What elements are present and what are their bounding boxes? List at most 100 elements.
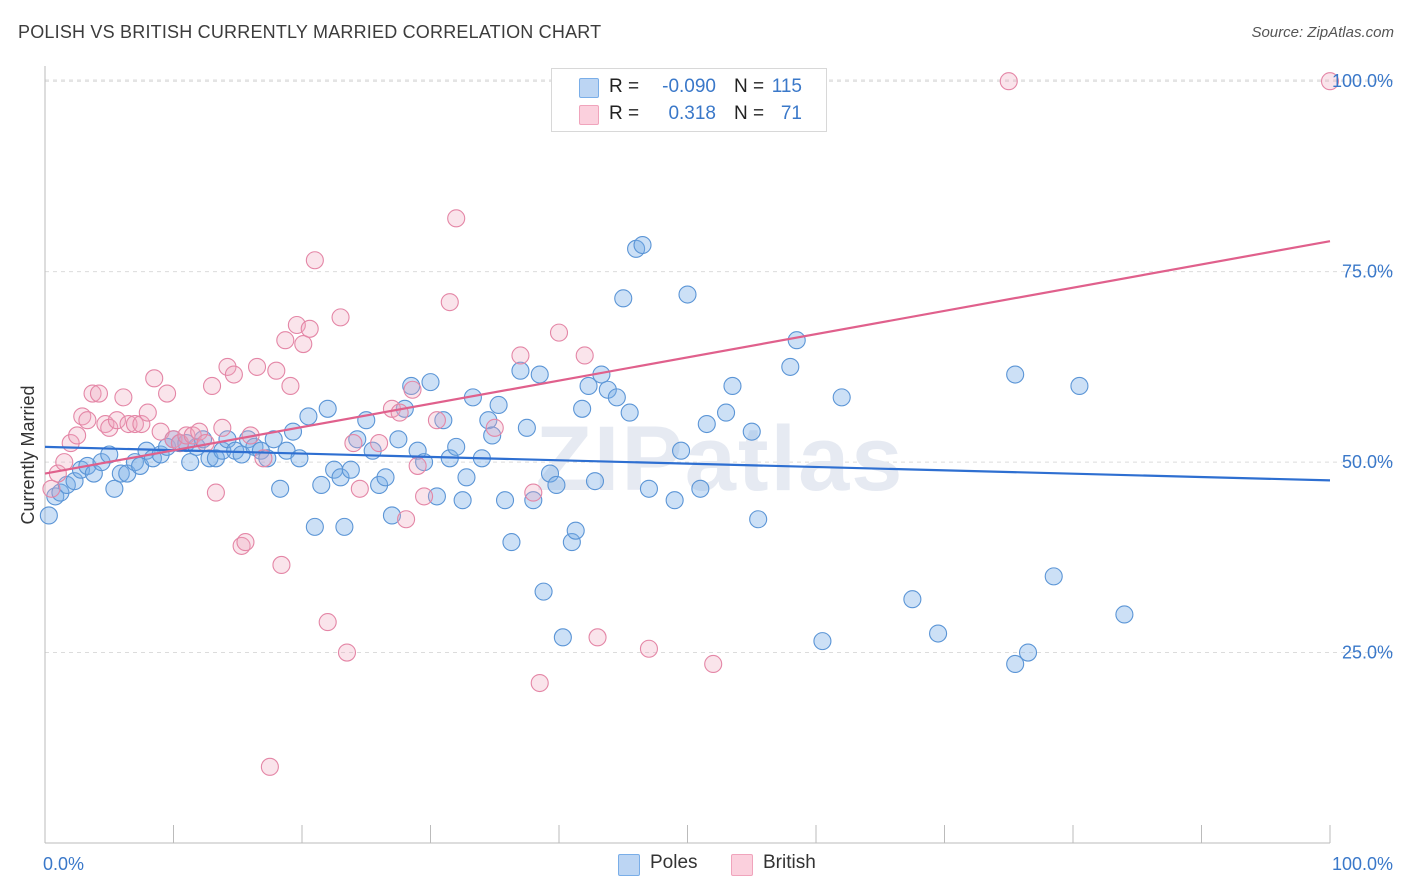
poles-point bbox=[585, 472, 605, 491]
poles-point bbox=[331, 468, 350, 487]
poles-point bbox=[1006, 365, 1025, 384]
british-point bbox=[350, 479, 369, 498]
british-point bbox=[267, 361, 286, 380]
british-point bbox=[639, 639, 659, 658]
poles-point bbox=[479, 411, 498, 430]
legend-row-british: R = 0.318 N = 71 bbox=[552, 102, 826, 126]
poles-point bbox=[105, 479, 124, 498]
british-point bbox=[305, 251, 324, 270]
british-point bbox=[218, 357, 237, 376]
poles-point bbox=[749, 510, 768, 529]
source-attribution: Source: ZipAtlas.com bbox=[1251, 24, 1394, 41]
poles-point bbox=[832, 388, 851, 407]
british-point bbox=[1320, 72, 1340, 91]
british-trend-line bbox=[44, 240, 1331, 475]
poles-point bbox=[511, 361, 530, 380]
poles-point bbox=[620, 403, 639, 422]
legend-row-poles: R = -0.090 N = 115 bbox=[552, 75, 826, 99]
poles-point bbox=[447, 437, 466, 456]
british-point bbox=[427, 411, 446, 430]
poles-point bbox=[614, 289, 633, 308]
poles-point bbox=[607, 388, 626, 407]
y-tick-label: 100.0% bbox=[1332, 71, 1393, 91]
british-point bbox=[254, 449, 273, 468]
british-point bbox=[224, 365, 243, 384]
poles-point bbox=[534, 582, 553, 601]
poles-point bbox=[1018, 643, 1038, 662]
british-point bbox=[236, 533, 255, 552]
poles-point bbox=[111, 464, 130, 483]
n-value: 71 bbox=[780, 103, 802, 124]
poles-point bbox=[639, 479, 659, 498]
poles-point bbox=[258, 449, 277, 468]
british-point bbox=[344, 434, 363, 453]
poles-point bbox=[929, 624, 948, 643]
poles-point bbox=[421, 373, 440, 392]
poles-point bbox=[1070, 376, 1089, 395]
axes bbox=[44, 66, 1331, 844]
british-point bbox=[294, 334, 313, 354]
poles-point bbox=[665, 491, 684, 510]
british-point bbox=[588, 628, 607, 647]
british-point bbox=[78, 411, 97, 430]
y-tick-label: 75.0% bbox=[1342, 262, 1393, 282]
british-point bbox=[276, 331, 295, 350]
british-point bbox=[145, 369, 164, 388]
poles-point bbox=[283, 422, 303, 441]
watermark: ZIPatlas bbox=[536, 408, 905, 510]
british-legend-swatch bbox=[731, 854, 753, 876]
poles-point bbox=[206, 449, 225, 468]
british-point bbox=[42, 479, 61, 498]
british-point bbox=[530, 673, 549, 693]
british-point bbox=[89, 384, 109, 403]
poles-point bbox=[39, 506, 58, 525]
british-point bbox=[100, 418, 119, 437]
british-point bbox=[511, 346, 530, 365]
british-point bbox=[213, 418, 232, 437]
poles-point bbox=[376, 468, 395, 487]
data-points bbox=[39, 72, 1340, 776]
british-point bbox=[300, 319, 319, 338]
british-point bbox=[999, 72, 1018, 91]
british-point bbox=[203, 376, 222, 395]
poles-point bbox=[633, 235, 652, 255]
poles-swatch bbox=[579, 78, 599, 98]
british-point bbox=[485, 418, 504, 437]
poles-point bbox=[813, 632, 832, 651]
poles-point bbox=[489, 395, 508, 415]
poles-point bbox=[1044, 567, 1063, 586]
british-point bbox=[337, 643, 357, 662]
poles-point bbox=[457, 468, 476, 487]
y-tick-labels: 25.0% 50.0% 75.0% 100.0% bbox=[1332, 71, 1393, 662]
poles-point bbox=[742, 422, 761, 441]
british-point bbox=[575, 346, 594, 365]
poles-point bbox=[427, 487, 446, 506]
british-point bbox=[107, 411, 127, 430]
british-point bbox=[125, 414, 144, 434]
british-point bbox=[138, 403, 157, 422]
poles-point bbox=[408, 441, 427, 460]
poles-point bbox=[264, 430, 283, 449]
trend-lines bbox=[44, 240, 1331, 482]
poles-point bbox=[370, 475, 389, 495]
british-point bbox=[247, 357, 267, 376]
poles-point bbox=[312, 475, 331, 495]
british-point bbox=[272, 555, 291, 575]
y-axis-label: Currently Married bbox=[18, 385, 38, 524]
gridlines bbox=[45, 79, 1395, 654]
british-point bbox=[114, 388, 133, 407]
british-point bbox=[190, 422, 209, 441]
poles-point bbox=[781, 357, 800, 376]
poles-point bbox=[51, 483, 70, 502]
poles-point bbox=[562, 533, 581, 552]
series-legend: Poles British bbox=[0, 852, 1406, 876]
british-point bbox=[704, 654, 723, 674]
poles-point bbox=[434, 411, 453, 430]
poles-point bbox=[341, 460, 360, 479]
poles-point bbox=[716, 403, 736, 422]
british-point bbox=[83, 384, 102, 403]
poles-point bbox=[672, 441, 691, 460]
poles-point bbox=[299, 407, 318, 426]
r-label: R = bbox=[609, 76, 640, 97]
